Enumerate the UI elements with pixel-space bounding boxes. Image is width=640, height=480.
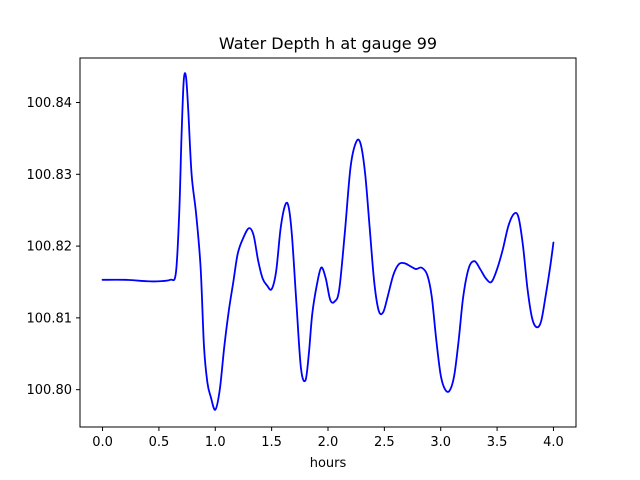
y-axis: 100.80 100.81 100.82 100.83 100.84 [27,96,80,398]
series-line-0 [101,72,555,411]
series-layer [101,72,555,411]
y-tick-label: 100.84 [27,96,73,111]
x-tick-label: 4.0 [543,435,564,450]
chart-title: Water Depth h at gauge 99 [219,34,437,53]
x-tick-label: 3.0 [430,435,451,450]
y-tick-label: 100.80 [27,383,73,398]
x-tick-label: 1.0 [205,435,226,450]
x-axis: 0.0 0.5 1.0 1.5 2.0 2.5 3.0 3.5 4.0 [92,427,564,450]
x-tick-label: 2.5 [374,435,395,450]
x-tick-label: 3.5 [487,435,508,450]
x-tick-label: 1.5 [261,435,282,450]
x-axis-title: hours [310,456,347,471]
y-tick-label: 100.81 [27,311,73,326]
x-tick-label: 2.0 [318,435,339,450]
plot-area [79,57,577,428]
x-tick-label: 0.0 [92,435,113,450]
y-tick-label: 100.82 [27,240,73,255]
x-tick-label: 0.5 [149,435,170,450]
y-tick-label: 100.83 [27,168,73,183]
plot-frame [79,57,577,428]
